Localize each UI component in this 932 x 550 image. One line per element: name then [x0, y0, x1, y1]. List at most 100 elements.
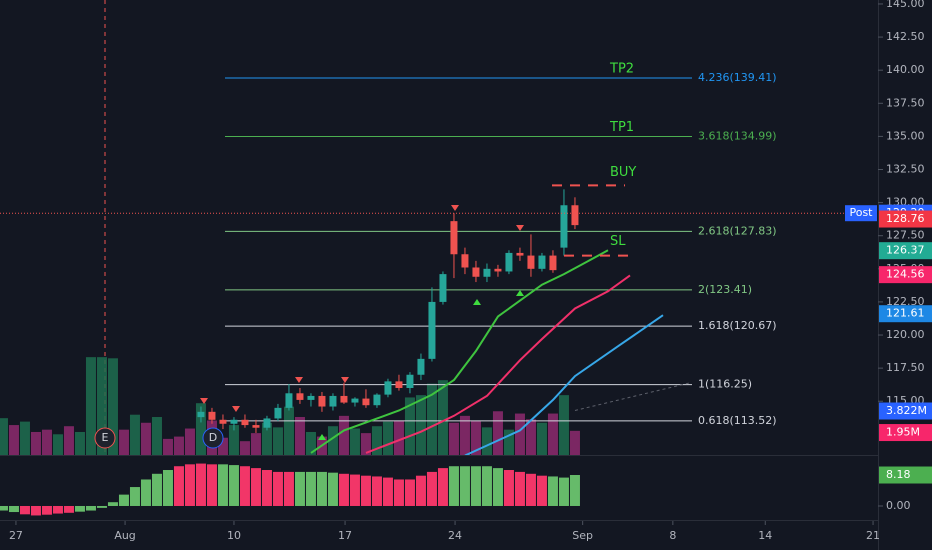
oscillator-bar: [118, 494, 129, 506]
candle-body: [208, 411, 216, 420]
candle-body: [362, 398, 370, 406]
y-tick-label: 142.50: [886, 30, 925, 43]
oscillator-bar: [459, 466, 470, 506]
oscillator-bar: [327, 472, 338, 506]
volume-bar: [30, 431, 41, 455]
price-tag-label: 126.37: [886, 244, 925, 257]
oscillator-bar: [173, 466, 184, 506]
y-tick-label: 132.50: [886, 162, 925, 175]
volume-bar: [536, 422, 547, 455]
oscillator-bar: [30, 505, 41, 516]
candle-body: [571, 205, 579, 226]
candle-body: [527, 255, 535, 269]
volume-bar: [85, 357, 96, 455]
oscillator-bar: [393, 479, 404, 506]
volume-bar: [250, 433, 261, 455]
oscillator-bar: [129, 487, 140, 506]
fib-label: 3.618(134.99): [698, 130, 777, 143]
moving-average: [464, 314, 664, 455]
oscillator-bar: [250, 468, 261, 506]
volume-bar: [140, 422, 151, 455]
volume-bar: [547, 413, 558, 455]
osc-tick-label: 0.00: [886, 499, 911, 512]
y-tick-label: 140.00: [886, 63, 925, 76]
candle-body: [318, 395, 326, 407]
price-pane: [0, 0, 878, 455]
oscillator-bar: [503, 470, 514, 506]
x-tick-label: 8: [669, 529, 676, 542]
fib-label: 4.236(139.41): [698, 71, 777, 84]
volume-tag: [879, 424, 932, 442]
candle-body: [494, 268, 502, 272]
volume-bar: [338, 415, 349, 455]
volume-bar: [228, 425, 239, 455]
volume-bar: [118, 429, 129, 455]
event-badge[interactable]: [202, 427, 224, 449]
volume-bar: [19, 421, 30, 455]
volume-tag: [879, 402, 932, 420]
volume-bar: [305, 431, 316, 455]
event-badge[interactable]: [94, 427, 116, 449]
oscillator-bar: [217, 464, 228, 506]
event-e: E: [94, 427, 116, 449]
oscillator-bar: [107, 502, 118, 506]
candle-body: [439, 274, 447, 302]
volume-bar: [272, 427, 283, 455]
volume-bar: [382, 421, 393, 455]
volume-bar: [470, 420, 481, 455]
oscillator-bar: [140, 479, 151, 506]
candle-body: [197, 411, 205, 418]
x-tick-label: Aug: [114, 529, 135, 542]
oscillator-bar: [492, 468, 503, 506]
oscillator-bar: [151, 473, 162, 506]
candle-body: [241, 419, 249, 426]
volume-bar: [195, 403, 206, 455]
oscillator-bar: [41, 505, 52, 515]
osc-tag-label: 8.18: [886, 468, 911, 481]
volume-bar: [558, 395, 569, 455]
oscillator-bar: [426, 471, 437, 506]
candle-body: [230, 419, 238, 424]
tag-badge: Post: [849, 206, 873, 219]
oscillator-bar: [63, 505, 74, 513]
candle-body: [263, 418, 271, 428]
candle-body: [351, 398, 359, 403]
oscillator-bar: [382, 477, 393, 506]
event-label: E: [102, 431, 109, 444]
oscillator-bar: [52, 505, 63, 514]
oscillator-bar: [74, 505, 85, 512]
price-tag: [879, 210, 932, 228]
price-tag-label: 124.56: [886, 268, 925, 281]
volume-bar: [514, 413, 525, 455]
volume-bar: [63, 426, 74, 455]
oscillator-bar: [228, 465, 239, 506]
candle-body: [472, 267, 480, 277]
volume-tag-label: 3.822M: [886, 404, 927, 417]
oscillator-bar: [239, 466, 250, 506]
oscillator-bar: [184, 464, 195, 506]
x-tick-label: 24: [448, 529, 462, 542]
candle-body: [417, 358, 425, 375]
trade-label: SL: [610, 234, 626, 249]
tag-badge-bg: [845, 205, 877, 222]
candle-body: [296, 393, 304, 400]
event-d: D: [202, 427, 224, 449]
volume-bar: [239, 441, 250, 455]
volume-bar: [151, 417, 162, 455]
oscillator-bar: [195, 463, 206, 506]
volume-bar: [107, 358, 118, 455]
y-tick-label: 122.50: [886, 295, 925, 308]
candle-body: [329, 395, 337, 407]
candle-body: [538, 255, 546, 269]
candle-body: [516, 252, 524, 256]
sell-marker: [200, 205, 524, 412]
volume-bar: [426, 383, 437, 455]
oscillator-bar: [514, 471, 525, 506]
oscillator-bar: [338, 473, 349, 506]
volume-bar: [492, 411, 503, 455]
volume-bar: [349, 428, 360, 455]
oscillator-bar: [448, 466, 459, 506]
candle-body: [373, 394, 381, 406]
oscillator-bar: [360, 475, 371, 506]
